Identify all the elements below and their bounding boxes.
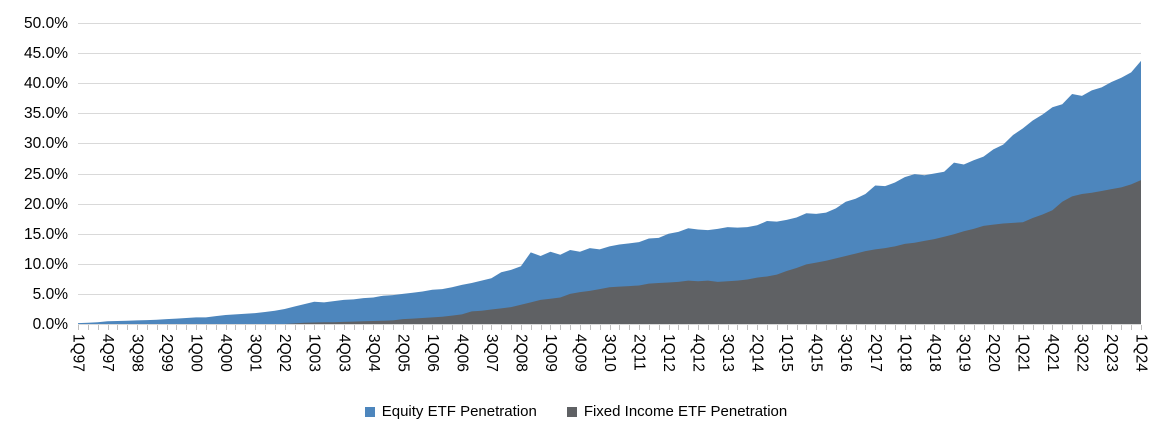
x-axis-tick-label: 2Q02 (276, 334, 293, 372)
y-axis-tick-label: 10.0% (24, 256, 68, 273)
x-axis-tick-label: 1Q09 (542, 334, 559, 372)
y-axis-tick-label: 40.0% (24, 75, 68, 92)
x-axis-tick-label: 1Q97 (70, 334, 87, 372)
y-axis-tick-label: 20.0% (24, 196, 68, 213)
y-axis-tick-label: 0.0% (33, 316, 69, 333)
y-axis-tick-label: 5.0% (33, 286, 69, 303)
x-axis-tick-label: 3Q10 (601, 334, 618, 372)
x-axis-tick-label: 2Q11 (631, 334, 648, 371)
x-axis-tick-label: 1Q00 (188, 334, 205, 372)
legend-swatch-fixed-income-etf-penetration (566, 406, 577, 417)
chart-legend: Equity ETF Penetration Fixed Income ETF P… (0, 403, 1152, 420)
x-axis-tick-label: 3Q01 (247, 334, 264, 372)
x-axis-tick-label: 1Q18 (896, 334, 913, 372)
x-axis-tick-label: 4Q06 (453, 334, 470, 372)
x-axis-tick-label: 4Q09 (571, 334, 588, 372)
fixed-income-etf-penetration-area-series (78, 180, 1141, 324)
x-axis-tick-label: 1Q24 (1133, 334, 1150, 372)
x-axis-tick-label: 2Q08 (512, 334, 529, 372)
y-axis-tick-label: 30.0% (24, 135, 68, 152)
x-axis-tick-label: 4Q00 (217, 334, 234, 372)
x-axis-tick-label: 3Q13 (719, 334, 736, 372)
x-axis-tick-label: 3Q04 (365, 334, 382, 372)
x-axis-tick-label: 4Q97 (99, 334, 116, 372)
legend-item-fixed-income-etf-penetration: Fixed Income ETF Penetration (566, 403, 788, 420)
x-axis-tick-label: 1Q12 (660, 334, 677, 372)
y-axis-tick-label: 25.0% (24, 166, 68, 183)
y-axis-tick-label: 15.0% (24, 226, 68, 243)
x-axis-tick-label: 1Q03 (306, 334, 323, 372)
x-axis-tick-label: 3Q98 (129, 334, 146, 372)
x-axis-tick-label: 2Q05 (394, 334, 411, 372)
x-axis-tick-label: 4Q15 (808, 334, 825, 372)
x-axis-tick-label: 4Q03 (335, 334, 352, 372)
x-axis-tick-label: 2Q14 (749, 334, 766, 372)
x-axis-tick-label: 2Q23 (1103, 334, 1120, 372)
legend-swatch-equity-etf-penetration (364, 406, 375, 417)
legend-label-fixed-income-etf-penetration: Fixed Income ETF Penetration (583, 403, 788, 420)
x-axis-tick-label: 1Q06 (424, 334, 441, 372)
x-axis-tick-label: 4Q21 (1044, 334, 1061, 372)
x-axis-tick-label: 3Q19 (955, 334, 972, 372)
x-axis-tick-label: 4Q18 (926, 334, 943, 372)
x-axis-tick-label: 3Q22 (1073, 334, 1090, 372)
legend-item-equity-etf-penetration: Equity ETF Penetration (364, 403, 537, 420)
y-axis-tick-label: 45.0% (24, 45, 68, 62)
x-axis-tick-label: 1Q21 (1014, 334, 1031, 372)
legend-label-equity-etf-penetration: Equity ETF Penetration (381, 403, 537, 420)
x-axis-tick-label: 1Q15 (778, 334, 795, 372)
x-axis-tick-label: 2Q17 (867, 334, 884, 372)
x-axis-tick-label: 2Q99 (158, 334, 175, 372)
x-axis-tick-label: 3Q16 (837, 334, 854, 372)
x-axis-tick-label: 4Q12 (690, 334, 707, 372)
y-axis-tick-label: 35.0% (24, 105, 68, 122)
x-axis-tick-label: 2Q20 (985, 334, 1002, 372)
x-axis-tick-label: 3Q07 (483, 334, 500, 372)
y-axis-tick-label: 50.0% (24, 15, 68, 32)
